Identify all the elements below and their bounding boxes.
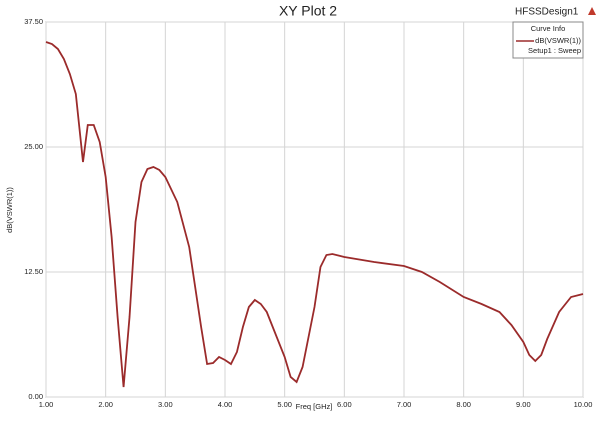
logo	[588, 7, 596, 15]
chart-title: XY Plot 2	[279, 3, 337, 19]
x-tick-label: 3.00	[158, 400, 173, 409]
y-tick-label: 0.00	[28, 392, 43, 401]
legend-title: Curve Info	[531, 24, 566, 33]
x-tick-label: 5.00	[277, 400, 292, 409]
design-name: HFSSDesign1	[515, 7, 579, 18]
legend: Curve Info dB(VSWR(1)) Setup1 : Sweep	[512, 21, 584, 59]
x-tick-label: 4.00	[218, 400, 233, 409]
plot-area	[45, 21, 584, 398]
y-tick-label: 12.50	[24, 267, 43, 276]
x-tick-label: 9.00	[516, 400, 531, 409]
x-tick-label: 8.00	[456, 400, 471, 409]
x-tick-label: 10.00	[574, 400, 593, 409]
x-axis-label: Freq [GHz]	[296, 402, 333, 411]
legend-source: Setup1 : Sweep	[528, 46, 581, 55]
x-tick-label: 1.00	[39, 400, 54, 409]
y-tick-label: 25.00	[24, 142, 43, 151]
x-tick-label: 6.00	[337, 400, 352, 409]
x-tick-label: 2.00	[98, 400, 113, 409]
data-line	[45, 41, 584, 388]
y-tick-label: 37.50	[24, 17, 43, 26]
x-tick-label: 7.00	[397, 400, 412, 409]
legend-entry: dB(VSWR(1))	[535, 36, 581, 45]
legend-box	[512, 21, 584, 59]
y-axis-label: dB(VSWR(1))	[5, 187, 14, 233]
